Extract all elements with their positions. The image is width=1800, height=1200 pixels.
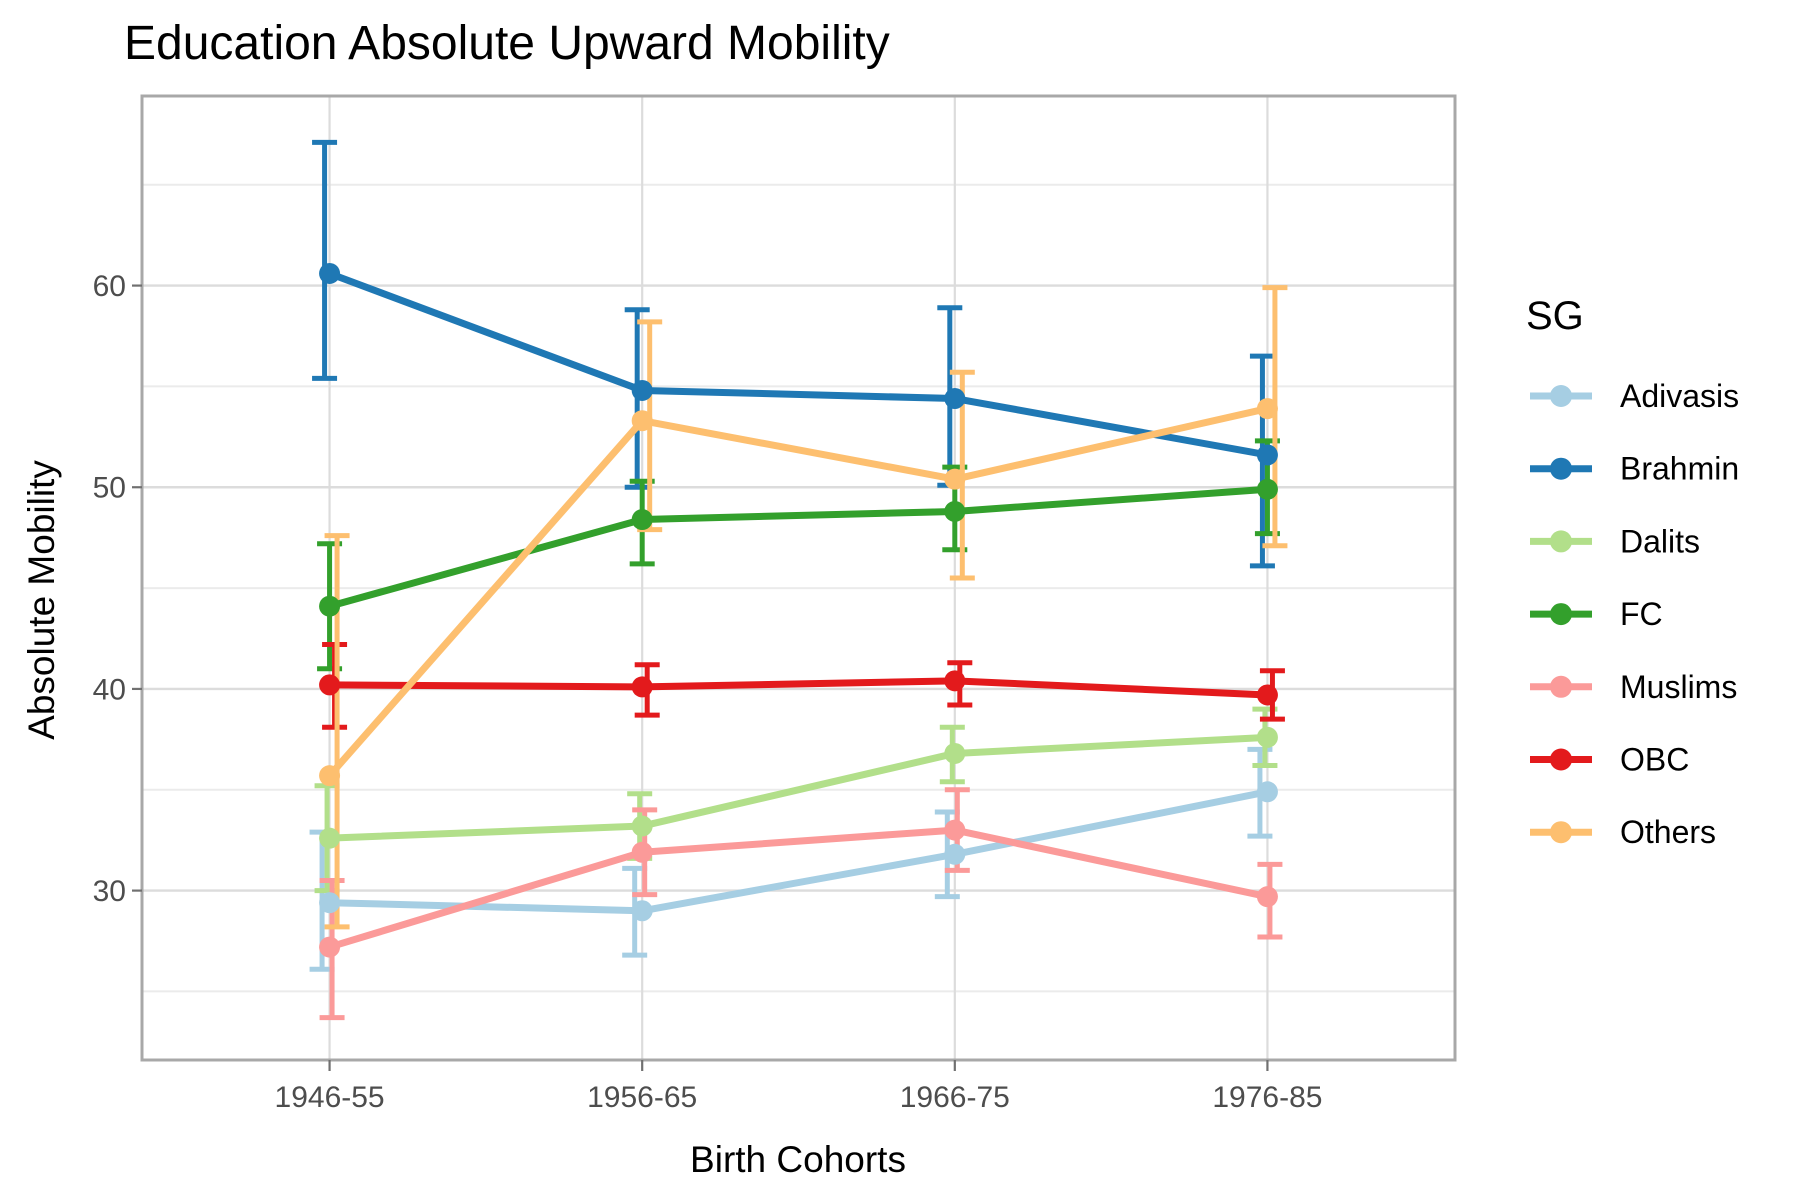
data-point-Brahmin-1946-55 bbox=[319, 262, 341, 284]
data-point-Others-1956-65 bbox=[631, 410, 653, 432]
data-point-OBC-1946-55 bbox=[319, 674, 341, 696]
error-bar-Others bbox=[1262, 285, 1288, 549]
data-point-Adivasis-1966-75 bbox=[944, 843, 966, 865]
x-tick-label: 1956-65 bbox=[587, 1081, 697, 1114]
data-point-FC-1976-85 bbox=[1256, 478, 1278, 500]
data-point-Dalits-1956-65 bbox=[631, 815, 653, 837]
legend-label-obc: OBC bbox=[1620, 742, 1689, 778]
data-point-Muslims-1956-65 bbox=[631, 841, 653, 863]
data-point-Others-1976-85 bbox=[1256, 398, 1278, 420]
data-point-Brahmin-1966-75 bbox=[944, 388, 966, 410]
legend-item-OBC: OBC bbox=[1530, 742, 1689, 778]
legend-key-point bbox=[1550, 821, 1572, 844]
data-point-OBC-1956-65 bbox=[631, 676, 653, 698]
legend-key-point bbox=[1550, 748, 1572, 771]
data-point-OBC-1976-85 bbox=[1256, 684, 1278, 706]
error-bar-Brahmin bbox=[312, 139, 338, 381]
data-point-FC-1946-55 bbox=[319, 595, 341, 617]
series-line-Dalits bbox=[329, 733, 1268, 842]
series-line-Others bbox=[326, 405, 1269, 778]
legend-label-adivasis: Adivasis bbox=[1620, 378, 1739, 414]
legend-item-Brahmin: Brahmin bbox=[1530, 451, 1739, 487]
legend-item-Adivasis: Adivasis bbox=[1530, 378, 1739, 414]
legend-label-dalits: Dalits bbox=[1620, 523, 1700, 559]
data-point-Adivasis-1956-65 bbox=[631, 900, 653, 922]
legend-title: SG bbox=[1526, 294, 1584, 338]
data-point-FC-1956-65 bbox=[631, 509, 653, 531]
y-tick-label: 50 bbox=[93, 472, 126, 505]
x-tick-label: 1966-75 bbox=[900, 1081, 1010, 1114]
data-point-Adivasis-1946-55 bbox=[319, 892, 341, 914]
legend-label-fc: FC bbox=[1620, 596, 1663, 632]
legend-label-others: Others bbox=[1620, 814, 1716, 850]
legend-key-point bbox=[1550, 385, 1572, 407]
data-point-Muslims-1966-75 bbox=[944, 819, 966, 841]
data-point-Dalits-1966-75 bbox=[944, 742, 966, 764]
legend-label-brahmin: Brahmin bbox=[1620, 451, 1739, 487]
y-tick-label: 30 bbox=[93, 875, 126, 908]
data-point-Adivasis-1976-85 bbox=[1256, 781, 1278, 803]
legend-item-FC: FC bbox=[1530, 596, 1663, 632]
data-point-Muslims-1976-85 bbox=[1256, 886, 1278, 908]
legend-key-point bbox=[1550, 603, 1572, 626]
legend-key-point bbox=[1550, 457, 1572, 480]
y-tick-label: 60 bbox=[93, 270, 126, 303]
x-axis-title: Birth Cohorts bbox=[690, 1139, 906, 1180]
panel-border bbox=[140, 94, 1457, 1062]
data-point-Dalits-1946-55 bbox=[319, 827, 341, 849]
legend-item-Muslims: Muslims bbox=[1530, 669, 1737, 705]
x-tick-label: 1976-85 bbox=[1212, 1081, 1322, 1114]
y-axis-title: Absolute Mobility bbox=[21, 460, 62, 740]
legend-key-point bbox=[1550, 675, 1572, 698]
data-point-FC-1966-75 bbox=[944, 500, 966, 522]
legend-label-muslims: Muslims bbox=[1620, 669, 1737, 705]
y-tick-label: 40 bbox=[93, 673, 126, 706]
plot-panel bbox=[142, 96, 1455, 1060]
series-line-Brahmin bbox=[328, 270, 1269, 459]
data-point-Others-1966-75 bbox=[944, 468, 966, 490]
series-line-FC bbox=[328, 485, 1268, 610]
chart-title: Education Absolute Upward Mobility bbox=[124, 17, 890, 70]
legend-item-Others: Others bbox=[1530, 814, 1716, 850]
series-line-Adivasis bbox=[329, 788, 1269, 915]
legend-key-point bbox=[1550, 530, 1572, 553]
data-point-Brahmin-1976-85 bbox=[1256, 444, 1278, 466]
data-point-Others-1946-55 bbox=[319, 765, 341, 787]
series-line-OBC bbox=[329, 677, 1268, 699]
legend-item-Dalits: Dalits bbox=[1530, 523, 1700, 559]
data-point-Dalits-1976-85 bbox=[1256, 726, 1278, 748]
data-point-Muslims-1946-55 bbox=[319, 936, 341, 958]
series-line-Muslims bbox=[328, 826, 1269, 951]
x-tick-label: 1946-55 bbox=[275, 1081, 385, 1114]
data-point-Brahmin-1956-65 bbox=[631, 379, 653, 401]
data-point-OBC-1966-75 bbox=[944, 670, 966, 692]
